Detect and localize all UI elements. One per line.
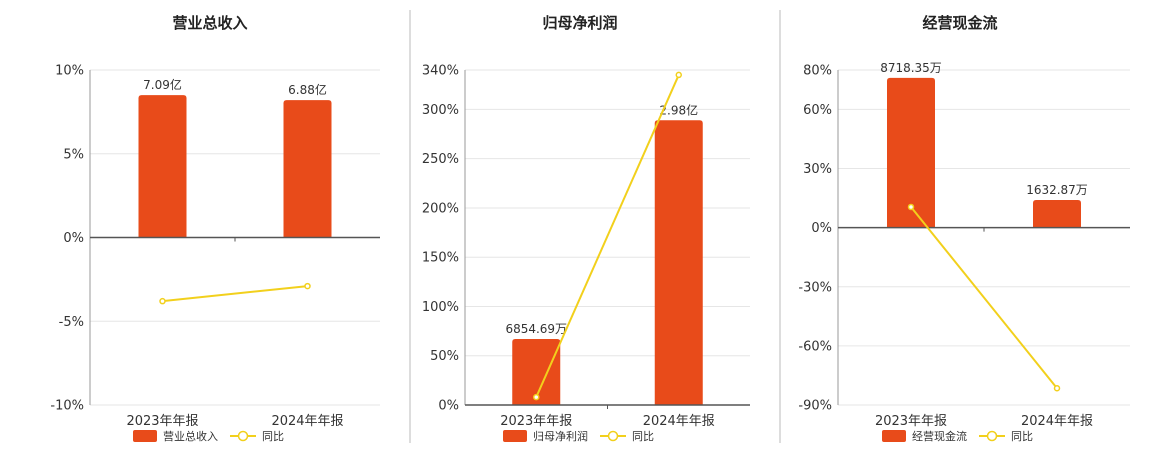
bar-data-label: 1632.87万 — [1026, 183, 1088, 197]
yoy-point — [304, 282, 311, 290]
y-tick-label: 0% — [63, 231, 84, 246]
legend-bar-swatch — [503, 430, 527, 442]
yoy-point — [159, 297, 166, 305]
yoy-point — [533, 393, 540, 401]
y-tick-label: 250% — [422, 152, 459, 167]
y-tick-label: -60% — [798, 339, 832, 354]
y-tick-label: 80% — [803, 64, 832, 79]
legend-line-label: 同比 — [262, 430, 284, 443]
legend-line-label: 同比 — [632, 430, 654, 443]
y-tick-label: 340% — [422, 64, 459, 79]
legend-bar-label: 归母净利润 — [533, 429, 588, 443]
chart-panel-3: 经营现金流 80% 60% 30% 0% -30% -60% -90% 8718.35万 1632… — [798, 14, 1130, 443]
category-label: 2024年年报 — [271, 414, 343, 429]
legend-bar-swatch — [882, 430, 906, 442]
y-tick-label: 60% — [803, 103, 832, 118]
chart-title: 归母净利润 — [542, 14, 617, 32]
chart-title: 营业总收入 — [172, 14, 247, 32]
y-tick-label: 150% — [422, 251, 459, 266]
y-tick-label: 5% — [63, 147, 84, 162]
legend-bar-swatch — [133, 430, 157, 442]
y-tick-label: 200% — [422, 201, 459, 216]
y-tick-label: 300% — [422, 103, 459, 118]
bar-data-label: 6854.69万 — [505, 322, 567, 336]
bar-1 — [887, 77, 935, 228]
bar-2 — [1033, 200, 1081, 228]
y-tick-label: 10% — [55, 64, 84, 79]
bar-data-label: 8718.35万 — [880, 61, 942, 75]
yoy-point — [907, 203, 915, 211]
bar-1 — [138, 95, 187, 238]
chart-title: 经营现金流 — [922, 14, 997, 32]
y-tick-label: -90% — [798, 399, 832, 414]
legend-line-marker — [986, 430, 998, 442]
y-tick-label: -5% — [59, 315, 84, 330]
yoy-point — [1053, 385, 1061, 392]
bar-data-label: 6.88亿 — [288, 82, 327, 97]
category-label: 2023年年报 — [875, 414, 947, 429]
legend-line-label: 同比 — [1011, 430, 1033, 443]
y-tick-label: 30% — [803, 162, 832, 177]
yoy-line — [162, 285, 308, 303]
legend-bar-label: 经营现金流 — [912, 429, 967, 443]
yoy-line — [910, 206, 1058, 389]
y-tick-label: 100% — [422, 300, 459, 315]
y-tick-label: 0% — [438, 399, 459, 414]
category-label: 2023年年报 — [126, 414, 198, 429]
bar-2 — [283, 100, 332, 238]
bar-2 — [654, 120, 703, 405]
legend-line-marker — [237, 430, 249, 442]
y-tick-label: -30% — [798, 280, 832, 295]
chart-panel-1: 营业总收入 10% 5% 0% -5% -10% 7.09亿 6.88亿 2023年年报 2024… — [50, 14, 380, 443]
y-tick-label: -10% — [50, 399, 84, 414]
legend-line-marker — [607, 430, 619, 442]
legend-bar-label: 营业总收入 — [163, 429, 218, 443]
chart-panel-2: 归母净利润 340% 300% 250% 200% 150% 100% 50% 0% 6854.6… — [422, 14, 750, 443]
bar-data-label: 7.09亿 — [143, 77, 182, 92]
yoy-point — [675, 71, 682, 79]
y-tick-label: 0% — [811, 221, 832, 236]
bar-1 — [512, 338, 561, 405]
category-label: 2023年年报 — [500, 414, 572, 429]
y-tick-label: 50% — [430, 349, 459, 364]
category-label: 2024年年报 — [1021, 414, 1093, 429]
category-label: 2024年年报 — [643, 414, 715, 429]
yoy-line — [535, 74, 680, 398]
bar-data-label: 2.98亿 — [659, 102, 698, 117]
